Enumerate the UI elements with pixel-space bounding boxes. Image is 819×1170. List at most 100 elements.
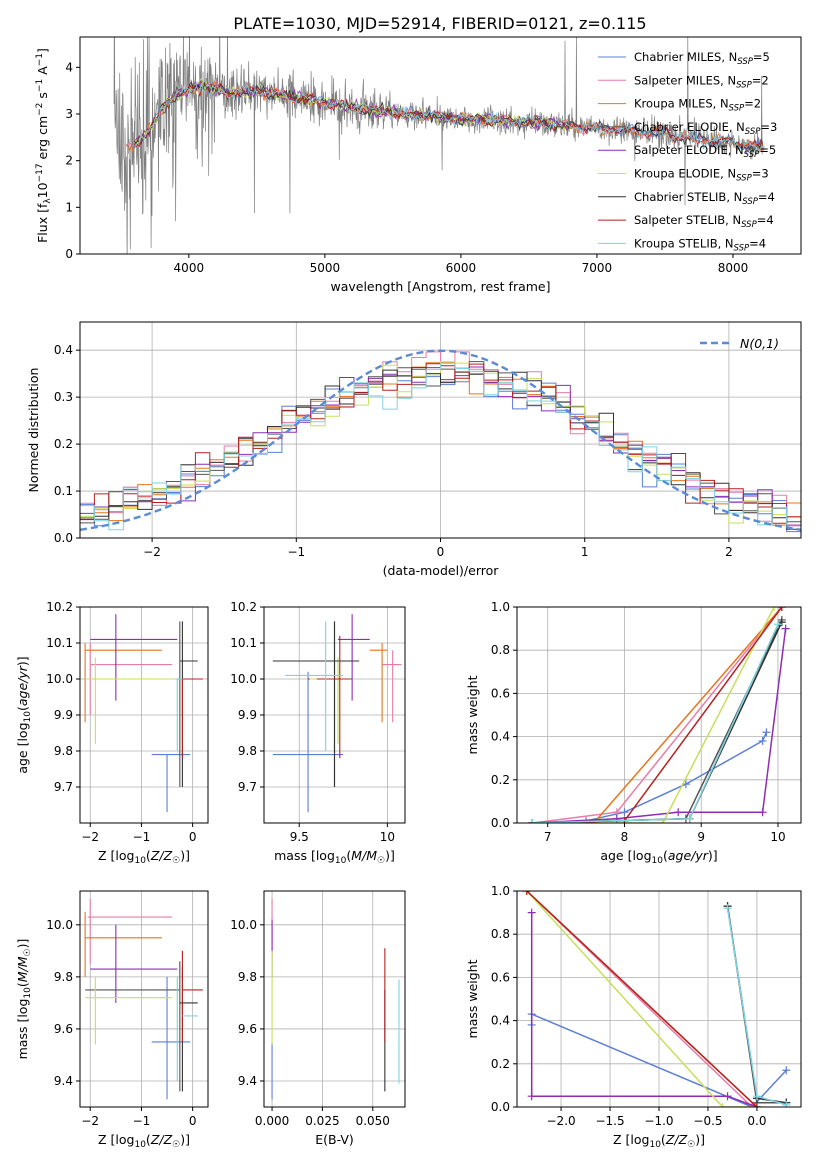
series-salpeter_elodie	[528, 624, 790, 823]
x-axis-label: age [log10(age/yr)]	[600, 848, 717, 866]
series-marker	[752, 1103, 761, 1107]
label-part: ☉	[172, 1140, 180, 1150]
model-line-salpeter_stelib	[134, 83, 764, 149]
x-tick-label: −2.0	[546, 1114, 575, 1128]
label-part: ]	[35, 48, 50, 53]
label-part: )]	[695, 1132, 705, 1147]
x-tick-label: 1	[581, 545, 589, 559]
errorbar-salpeter_stelib	[181, 950, 203, 1042]
errorbar-chabrier_miles	[272, 671, 344, 813]
series-marker	[758, 808, 767, 817]
series-line	[526, 891, 758, 1107]
x-axis-label: Z [log10(Z/Z☉)]	[613, 1132, 705, 1150]
x-tick-label: 7000	[582, 261, 613, 275]
y-axis-label: mass [log10(M/M☉)]	[15, 939, 33, 1060]
x-tick-label: 4000	[174, 261, 205, 275]
x-tick-label: 7	[544, 830, 552, 844]
label-part: 10	[134, 856, 146, 866]
legend-entry-salpeter_elodie: Salpeter ELODIE, NSSP=5	[634, 143, 776, 160]
label-part: SSP	[742, 197, 758, 207]
plot-area-massweight_vs_z	[522, 891, 791, 1107]
panel-massweight_vs_age: 7 8 9 10 0.0 0.2 0.4 0.6 0.8 1.0 mass weight age [l…	[465, 600, 802, 866]
label-part: age [log	[600, 848, 651, 863]
y-tick-label: 9.8	[54, 970, 73, 984]
label-part: 10	[35, 182, 50, 198]
label-part: mass [log	[274, 848, 335, 863]
y-tick-label: 0	[65, 247, 73, 261]
label-part: 10	[335, 856, 347, 866]
y-tick-label: 0.4	[491, 1014, 510, 1028]
label-part: )]	[708, 848, 718, 863]
x-tick-label: −0.5	[693, 1114, 722, 1128]
x-tick-label: 9	[697, 830, 705, 844]
series-salpeter_stelib	[522, 891, 761, 1107]
errorbar-kroupa_elodie	[85, 976, 173, 1045]
plot-area-age_vs_z	[84, 614, 203, 813]
y-tick-label: 10.2	[230, 600, 257, 614]
y-axis-label: Normed distribution	[26, 368, 41, 493]
label-part: Z/Z	[665, 1132, 688, 1147]
series-line	[526, 891, 757, 1107]
y-tick-label: 10.0	[46, 918, 73, 932]
series-marker	[685, 814, 694, 823]
panel-mass_vs_ebv: 0.000 0.025 0.050 9.4 9.6 9.8 10.0 E(B-V)	[230, 890, 406, 1147]
series-marker	[620, 808, 629, 817]
errorbar-kroupa_miles	[84, 911, 162, 977]
series-marker	[781, 624, 790, 633]
y-tick-label: 9.7	[54, 780, 73, 794]
x-axis-label: Z [log10(Z/Z☉)]	[98, 1132, 190, 1150]
label-part: =4	[749, 236, 766, 250]
plot-area-mass_vs_z	[84, 898, 203, 1100]
label-part: Z/Z	[150, 848, 173, 863]
label-part: =4	[757, 213, 774, 227]
series-marker	[674, 808, 683, 817]
series-marker	[723, 1092, 732, 1101]
y-tick-label: 10.1	[230, 636, 257, 650]
label-part: SSP	[744, 150, 760, 160]
y-tick-label: 9.8	[238, 970, 257, 984]
plot-area-age_vs_mass	[272, 614, 402, 813]
errorbar-salpeter_stelib	[181, 678, 203, 759]
axes-frame	[263, 890, 406, 1108]
x-tick-label: 10	[380, 830, 395, 844]
label-part: (	[146, 1132, 151, 1147]
label-part: )]	[180, 848, 190, 863]
label-part: 10	[134, 1140, 146, 1150]
label-part: −2	[35, 103, 45, 116]
y-tick-label: 1.0	[491, 600, 510, 614]
label-part: Chabrier ELODIE, N	[634, 120, 745, 134]
label-part: =3	[760, 120, 777, 134]
y-tick-label: 10.0	[230, 918, 257, 932]
label-part: Chabrier STELIB, N	[634, 190, 742, 204]
x-tick-label: −2	[81, 830, 99, 844]
label-part: 10	[652, 856, 664, 866]
x-tick-label: −2	[143, 545, 161, 559]
model-line-kroupa_stelib	[134, 83, 764, 151]
series-marker	[658, 819, 667, 823]
x-tick-label: 6000	[446, 261, 477, 275]
label-part: Z [log	[98, 848, 134, 863]
label-part: )]	[15, 939, 30, 949]
y-tick-label: 0.3	[54, 390, 73, 404]
y-tick-label: 10.0	[230, 672, 257, 686]
series-line	[532, 607, 783, 823]
errorbar-kroupa_stelib	[176, 678, 183, 751]
label-part: SSP	[734, 243, 750, 253]
x-axis-label: wavelength [Angstrom, rest frame]	[330, 279, 550, 294]
x-tick-label: 0.050	[356, 1114, 390, 1128]
label-part: )]	[15, 656, 30, 666]
y-tick-label: 9.9	[54, 708, 73, 722]
x-tick-label: 9.5	[290, 830, 309, 844]
legend-entry-chabrier_miles: Chabrier MILES, NSSP=5	[634, 50, 770, 67]
label-part: ☉	[23, 948, 33, 956]
series-marker	[773, 620, 782, 629]
label-part: −1	[35, 79, 45, 92]
legend-entry-chabrier_elodie: Chabrier ELODIE, NSSP=3	[634, 120, 777, 137]
errorbar-kroupa_elodie	[85, 657, 173, 744]
label-part: 10	[649, 1140, 661, 1150]
label-part: (	[663, 848, 668, 863]
label-part: =5	[759, 143, 776, 157]
legend-entry-kroupa_stelib: Kroupa STELIB, NSSP=4	[634, 236, 766, 253]
errorbar-chabrier_elodie	[85, 961, 181, 1092]
